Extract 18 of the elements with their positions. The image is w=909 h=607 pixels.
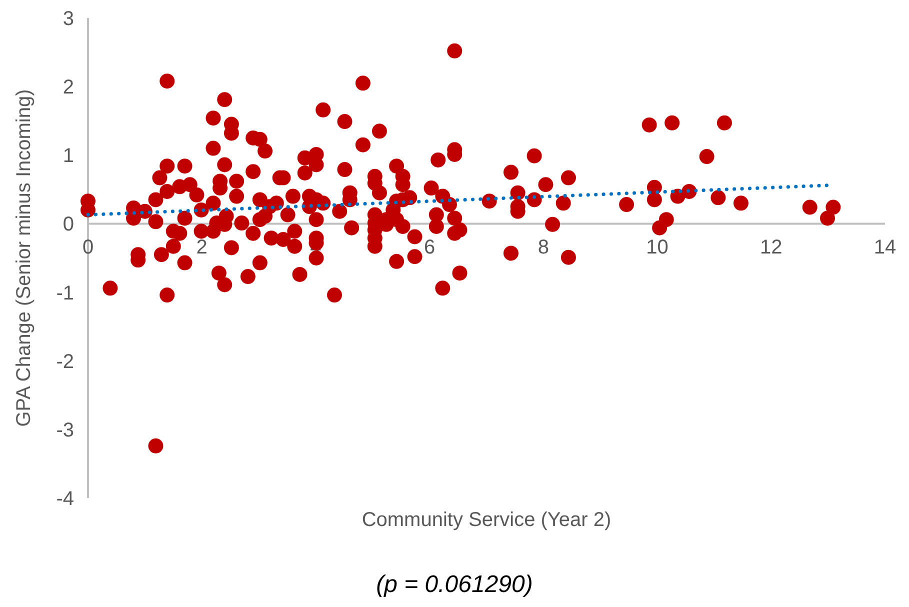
x-tick-label: 2 [196,236,208,259]
y-tick-label: 0 [62,214,74,236]
x-tick-label: 8 [538,236,549,259]
y-tick-label: 1 [62,145,74,168]
x-tick-label: 0 [82,236,94,259]
y-tick-label: -3 [56,419,74,442]
y-tick-label: -1 [56,282,74,304]
y-tick-label: -2 [56,350,74,373]
x-tick-label: 12 [760,236,782,259]
x-tick-label: 6 [424,236,436,259]
x-tick-label: 10 [646,236,668,259]
y-tick-label: 2 [62,76,74,99]
x-tick-label: 14 [874,236,896,259]
y-tick-label: -4 [56,488,74,510]
text: (p = 0.061290) [376,571,533,598]
y-axis-title: GPA Change (Senior minus Incoming) [13,89,35,427]
x-axis-title: Community Service (Year 2) [362,509,612,531]
y-tick-label: 3 [62,8,74,30]
